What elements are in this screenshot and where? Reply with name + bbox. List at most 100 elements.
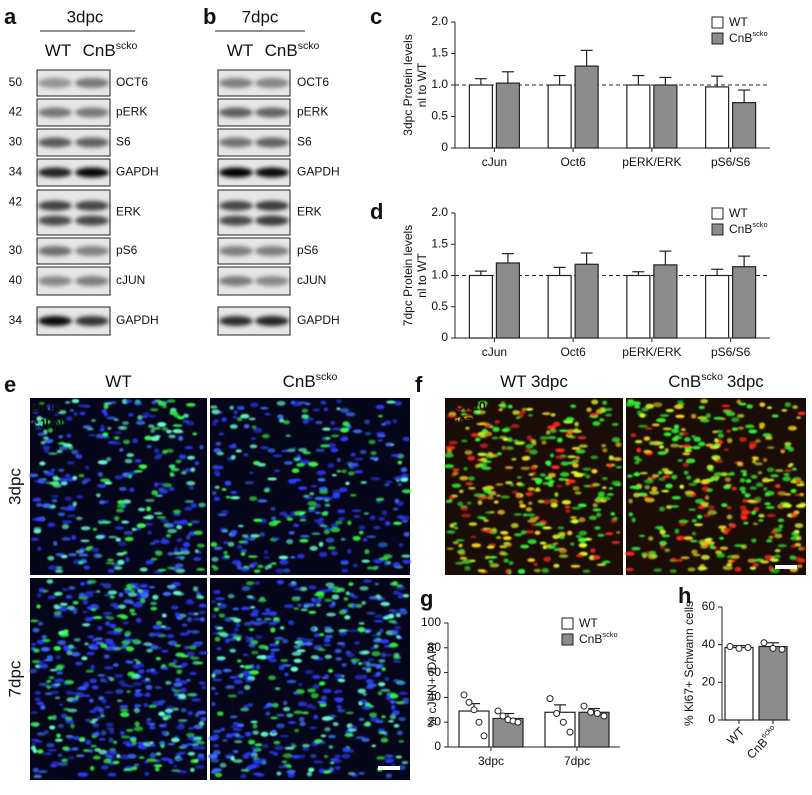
nucleus bbox=[136, 601, 141, 605]
nucleus bbox=[42, 445, 51, 450]
nucleus bbox=[499, 550, 506, 556]
nucleus bbox=[390, 693, 399, 699]
nucleus bbox=[686, 475, 692, 480]
nucleus bbox=[313, 760, 324, 764]
nucleus bbox=[56, 449, 63, 454]
nucleus bbox=[338, 629, 349, 632]
nucleus bbox=[445, 445, 456, 450]
nucleus bbox=[765, 505, 775, 510]
nucleus bbox=[459, 475, 469, 481]
nucleus bbox=[30, 722, 40, 727]
nucleus bbox=[187, 711, 193, 716]
nucleus bbox=[551, 465, 560, 470]
bar bbox=[468, 274, 493, 339]
nucleus bbox=[300, 459, 311, 465]
nucleus bbox=[477, 569, 486, 573]
nucleus bbox=[282, 753, 293, 759]
nucleus bbox=[227, 694, 238, 698]
nucleus bbox=[693, 436, 702, 442]
nucleus bbox=[145, 692, 150, 697]
nucleus bbox=[243, 423, 250, 429]
nucleus bbox=[250, 612, 259, 617]
nucleus bbox=[56, 671, 63, 675]
nucleus bbox=[599, 406, 606, 410]
nucleus bbox=[736, 461, 743, 467]
nucleus bbox=[738, 402, 747, 406]
nucleus bbox=[330, 527, 341, 533]
nucleus bbox=[783, 473, 790, 476]
nucleus bbox=[736, 414, 745, 418]
nucleus bbox=[214, 636, 221, 642]
nucleus bbox=[143, 702, 148, 707]
nucleus bbox=[639, 534, 645, 538]
nucleus bbox=[240, 774, 247, 779]
nucleus bbox=[178, 722, 185, 728]
nucleus bbox=[703, 513, 711, 518]
nucleus bbox=[330, 420, 335, 425]
nucleus bbox=[105, 639, 114, 645]
nucleus bbox=[659, 529, 666, 535]
nucleus bbox=[85, 739, 91, 745]
nucleus bbox=[778, 524, 784, 529]
nucleus bbox=[149, 436, 160, 442]
nucleus bbox=[659, 506, 665, 512]
nucleus bbox=[35, 664, 40, 669]
nucleus bbox=[742, 472, 747, 477]
nucleus bbox=[770, 474, 779, 478]
nucleus bbox=[449, 523, 455, 528]
nucleus bbox=[698, 441, 706, 447]
nucleus bbox=[129, 582, 140, 587]
nucleus bbox=[253, 518, 263, 522]
nucleus bbox=[96, 716, 102, 720]
nucleus bbox=[78, 561, 84, 565]
nucleus bbox=[577, 537, 587, 543]
nucleus bbox=[46, 655, 54, 660]
nucleus bbox=[515, 416, 521, 419]
nucleus bbox=[385, 441, 392, 448]
nucleus bbox=[709, 445, 719, 450]
blot-band bbox=[255, 167, 289, 178]
nucleus bbox=[689, 539, 698, 543]
nucleus bbox=[260, 620, 268, 624]
nucleus bbox=[503, 558, 509, 563]
nucleus bbox=[39, 461, 46, 466]
nucleus bbox=[389, 714, 397, 720]
nucleus bbox=[486, 545, 495, 549]
nucleus bbox=[194, 461, 200, 466]
nucleus bbox=[34, 690, 41, 695]
scale-bar bbox=[378, 766, 400, 770]
nucleus bbox=[607, 463, 613, 469]
nucleus bbox=[235, 449, 242, 453]
nucleus bbox=[265, 607, 271, 613]
nucleus bbox=[367, 566, 373, 570]
nucleus bbox=[774, 554, 781, 559]
nucleus bbox=[91, 718, 99, 722]
nucleus bbox=[196, 710, 207, 715]
nucleus bbox=[726, 437, 733, 444]
nucleus bbox=[232, 632, 237, 637]
nucleus bbox=[457, 501, 464, 507]
nucleus bbox=[348, 471, 355, 476]
protein-label: GAPDH bbox=[116, 313, 159, 327]
nucleus bbox=[330, 523, 339, 528]
nucleus bbox=[225, 495, 231, 499]
legend-label-base: CnB bbox=[579, 632, 602, 646]
nucleus bbox=[715, 550, 722, 554]
nucleus bbox=[456, 550, 463, 554]
bar bbox=[458, 710, 490, 748]
nucleus bbox=[314, 511, 322, 515]
nucleus bbox=[153, 570, 164, 574]
nucleus bbox=[571, 506, 582, 510]
nucleus bbox=[559, 472, 570, 477]
nucleus bbox=[717, 433, 724, 439]
nucleus bbox=[592, 555, 601, 560]
nucleus bbox=[93, 616, 103, 620]
nucleus bbox=[572, 463, 579, 468]
nucleus bbox=[345, 412, 356, 417]
nucleus bbox=[306, 771, 313, 777]
bar bbox=[495, 82, 520, 149]
nucleus bbox=[190, 767, 195, 773]
nucleus bbox=[391, 704, 396, 710]
lane-label-base: CnB bbox=[265, 41, 298, 60]
nucleus bbox=[390, 642, 396, 647]
